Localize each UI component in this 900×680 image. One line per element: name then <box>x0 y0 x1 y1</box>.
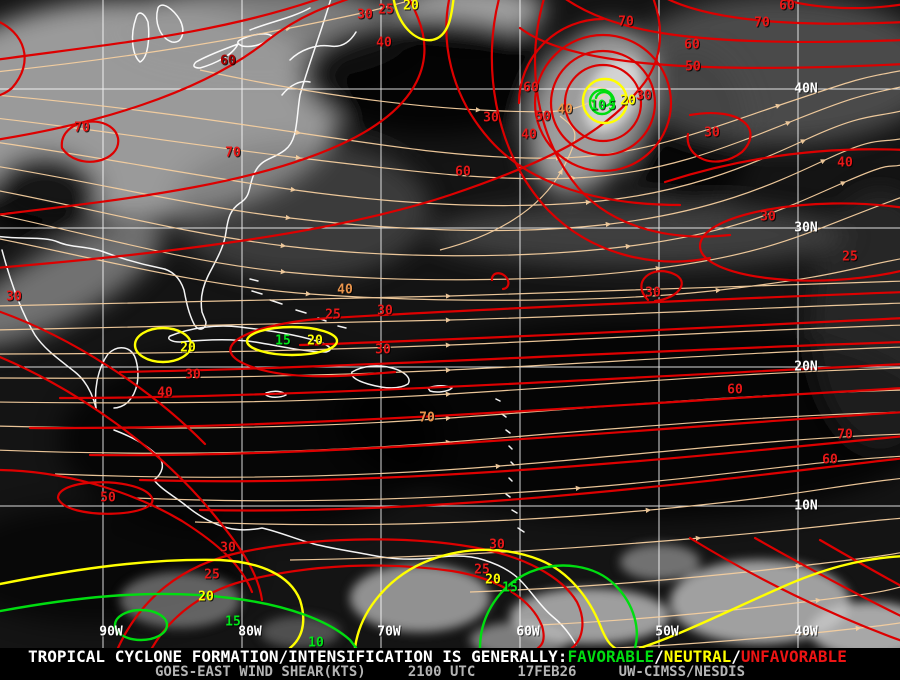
banner-segment: / <box>731 647 741 666</box>
shear-contours-yellow-layer <box>0 0 900 648</box>
formation-status-line: TROPICAL CYCLONE FORMATION/INTENSIFICATI… <box>0 648 900 665</box>
banner-segment: UNFAVORABLE <box>740 647 847 666</box>
shear-contours-red-layer <box>0 0 900 648</box>
banner-segment: NEUTRAL <box>663 647 732 666</box>
product-credit-line: GOES-EAST WIND SHEAR(KTS) 2100 UTC 17FEB… <box>154 664 745 680</box>
banner-segment: FAVORABLE <box>567 647 655 666</box>
status-banner: TROPICAL CYCLONE FORMATION/INTENSIFICATI… <box>0 648 900 680</box>
banner-segment: TROPICAL CYCLONE FORMATION/INTENSIFICATI… <box>28 647 568 666</box>
shear-contours-green-layer <box>0 88 638 648</box>
coastlines-layer <box>0 0 577 646</box>
satellite-map-canvas <box>0 0 900 648</box>
banner-segment: / <box>654 647 664 666</box>
